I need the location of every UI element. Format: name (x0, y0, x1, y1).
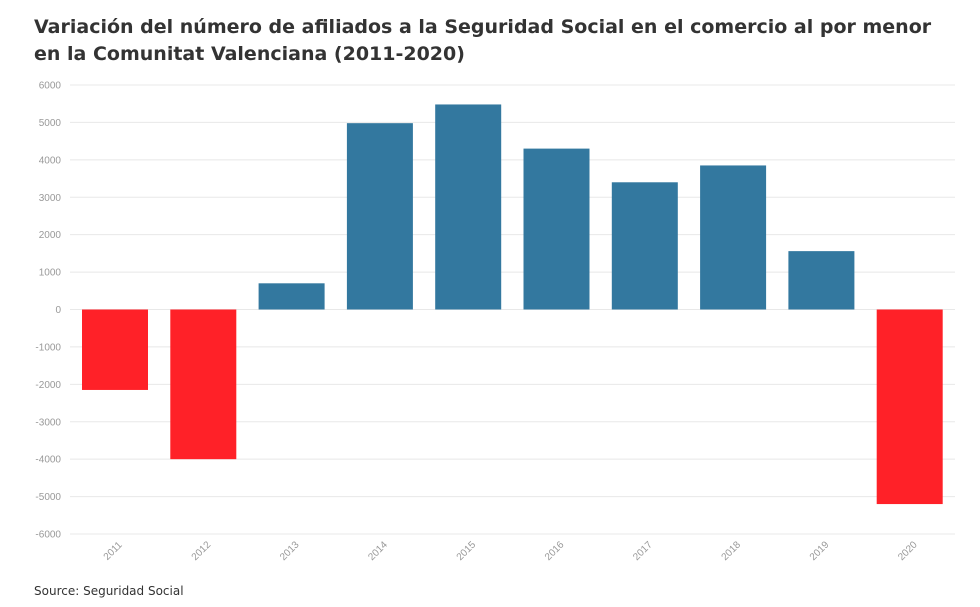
y-tick-label: -1000 (35, 342, 61, 353)
chart-title: Variación del número de afiliados a la S… (34, 16, 932, 65)
bar-2012[interactable] (170, 309, 237, 460)
bar-2017[interactable] (611, 182, 678, 310)
x-tick-label: 2016 (543, 539, 567, 563)
x-tick-label: 2013 (278, 539, 302, 563)
x-tick-label: 2019 (808, 539, 832, 563)
y-tick-label: -3000 (35, 417, 61, 428)
bar-2014[interactable] (346, 123, 413, 310)
bar-2011[interactable] (82, 309, 148, 390)
y-tick-label: 6000 (39, 81, 62, 92)
bar-2019[interactable] (788, 251, 855, 310)
x-tick-label: 2014 (366, 539, 390, 563)
y-tick-label: 2000 (39, 230, 62, 241)
bars (82, 104, 943, 505)
y-tick-label: -5000 (35, 492, 61, 503)
bar-2020[interactable] (876, 309, 943, 505)
y-tick-label: 1000 (39, 268, 62, 279)
x-tick-label: 2018 (720, 539, 744, 563)
y-axis: 6000 5000 4000 3000 2000 1000 0 -1000 -2000 -3000… (35, 81, 61, 541)
y-tick-label: 5000 (39, 118, 62, 129)
x-tick-label: 2015 (455, 539, 479, 563)
y-tick-label: -6000 (35, 530, 61, 541)
x-tick-label: 2020 (896, 539, 920, 563)
bar-2013[interactable] (258, 283, 325, 310)
x-tick-label: 2011 (102, 539, 125, 562)
bar-2015[interactable] (435, 104, 502, 310)
y-tick-label: -2000 (35, 380, 61, 391)
y-tick-label: 0 (55, 305, 61, 316)
source-note: Source: Seguridad Social (34, 584, 184, 598)
y-tick-label: 3000 (39, 193, 62, 204)
y-tick-label: 4000 (39, 155, 62, 166)
x-tick-label: 2017 (631, 539, 655, 563)
bar-2018[interactable] (700, 165, 767, 310)
x-axis: 2011 2012 2013 2014 2015 2016 2017 2018 2019 2020 (102, 539, 920, 563)
x-tick-label: 2012 (190, 539, 214, 563)
bar-2016[interactable] (523, 148, 590, 310)
y-tick-label: -4000 (35, 455, 61, 466)
